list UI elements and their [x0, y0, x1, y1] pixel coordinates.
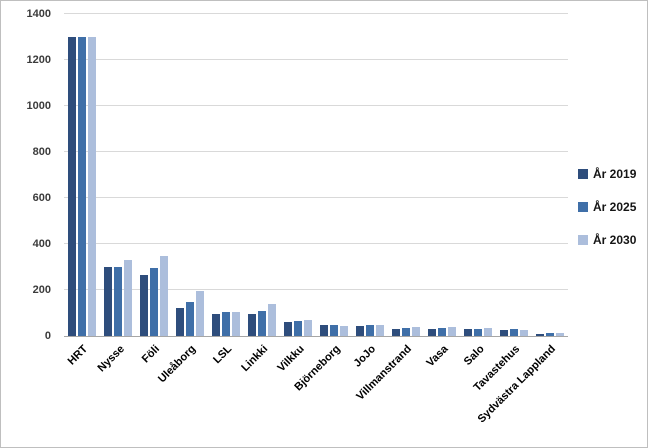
- bar: [222, 311, 230, 336]
- bar: [68, 37, 76, 336]
- x-axis-label: HRT: [66, 343, 91, 368]
- bar-group-lsl: [208, 14, 244, 336]
- legend-label-ar-2030: År 2030: [593, 233, 637, 247]
- bar: [356, 325, 364, 336]
- gridline: [64, 243, 568, 244]
- y-axis: 0 200 400 600 800 1000 1200 1400: [1, 8, 57, 342]
- gridline: [64, 151, 568, 152]
- bar: [294, 321, 302, 336]
- x-axis: HRT Nysse Föli Uleåborg LSL Linkki Vilkku Björn…: [64, 339, 568, 447]
- legend-item-ar-2019: År 2019: [578, 167, 636, 181]
- bar: [186, 301, 194, 336]
- y-axis-tick-label: 800: [32, 146, 51, 158]
- bar: [412, 326, 420, 336]
- x-axis-label: Vasa: [424, 343, 451, 370]
- bar: [340, 325, 348, 336]
- x-axis-label: Linkki: [239, 343, 271, 374]
- x-axis-label: Föli: [140, 343, 163, 366]
- bar: [366, 324, 374, 336]
- gridline: [64, 197, 568, 198]
- bar: [114, 267, 122, 336]
- bar: [510, 329, 518, 336]
- bar-group-bj-rneborg: [316, 14, 352, 336]
- bar: [428, 329, 436, 336]
- bar: [438, 327, 446, 336]
- bar-group-salo: [460, 14, 496, 336]
- legend-item-ar-2030: År 2030: [578, 233, 636, 247]
- bar: [520, 330, 528, 336]
- bar: [232, 311, 240, 336]
- legend-item-ar-2025: År 2025: [578, 200, 636, 214]
- bar: [212, 314, 220, 336]
- y-axis-tick-label: 1200: [26, 54, 51, 66]
- legend-swatch-ar-2025-icon: [578, 202, 588, 212]
- y-axis-tick-label: 600: [32, 192, 51, 204]
- bar: [320, 324, 328, 336]
- bar-group-jojo: [352, 14, 388, 336]
- legend-label-ar-2019: År 2019: [593, 167, 637, 181]
- gridline: [64, 13, 568, 14]
- bar: [268, 303, 276, 336]
- bar: [124, 260, 132, 336]
- bar: [402, 327, 410, 336]
- bar: [556, 333, 564, 336]
- legend-label-ar-2025: År 2025: [593, 200, 637, 214]
- gridline: [64, 105, 568, 106]
- bar: [474, 329, 482, 336]
- bar: [376, 324, 384, 336]
- bar: [248, 314, 256, 336]
- bar-group-ule-borg: [172, 14, 208, 336]
- bar: [258, 310, 266, 336]
- bar-group-nysse: [100, 14, 136, 336]
- bar: [176, 308, 184, 336]
- bar-group-sydv-stra-lappland: [532, 14, 568, 336]
- bar-group-f-li: [136, 14, 172, 336]
- bar-group-vasa: [424, 14, 460, 336]
- bar: [196, 291, 204, 336]
- bar: [304, 319, 312, 336]
- x-axis-label: Uleåborg: [156, 343, 199, 386]
- legend-swatch-ar-2019-icon: [578, 169, 588, 179]
- legend-swatch-ar-2030-icon: [578, 235, 588, 245]
- bar: [500, 330, 508, 336]
- bar: [104, 267, 112, 336]
- bar-group-linkki: [244, 14, 280, 336]
- gridline: [64, 289, 568, 290]
- x-axis-label: JoJo: [351, 343, 379, 370]
- y-axis-tick-label: 1000: [26, 100, 51, 112]
- bar-group-villmanstrand: [388, 14, 424, 336]
- bar: [150, 268, 158, 336]
- bar-group-hrt: [64, 14, 100, 336]
- x-axis-label: LSL: [211, 343, 235, 367]
- bar: [392, 329, 400, 336]
- y-axis-tick-label: 0: [44, 330, 51, 342]
- bar: [536, 333, 544, 336]
- bar: [484, 327, 492, 336]
- x-axis-label: Vilkku: [275, 343, 307, 375]
- x-axis-label: Salo: [461, 343, 487, 368]
- bar-group-tavastehus: [496, 14, 532, 336]
- legend: År 2019 År 2025 År 2030: [578, 167, 636, 247]
- plot-area: [64, 13, 568, 337]
- bar: [448, 326, 456, 336]
- y-axis-tick-label: 400: [32, 238, 51, 250]
- bar: [140, 275, 148, 336]
- bar-group-vilkku: [280, 14, 316, 336]
- bar: [464, 329, 472, 336]
- bar: [284, 322, 292, 336]
- bar: [160, 255, 168, 336]
- bar: [330, 324, 338, 336]
- bar: [546, 332, 554, 336]
- x-axis-label: Nysse: [95, 343, 127, 375]
- y-axis-tick-label: 1400: [26, 8, 51, 20]
- bar: [78, 37, 86, 336]
- y-axis-tick-label: 200: [32, 284, 51, 296]
- gridline: [64, 59, 568, 60]
- bar: [88, 37, 96, 336]
